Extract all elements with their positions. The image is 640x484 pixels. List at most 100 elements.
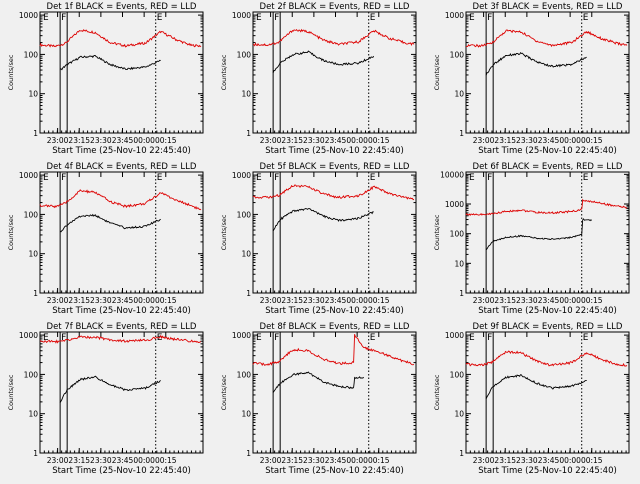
y-tick-label: 10000 — [440, 170, 464, 179]
y-tick-label: 10 — [454, 259, 464, 268]
x-tick-label: 00:15 — [155, 296, 177, 305]
panel-title: Det 6f BLACK = Events, RED = LLD — [473, 162, 623, 172]
x-tick-label: 23:45 — [538, 296, 560, 305]
flag-letter: F — [274, 333, 279, 343]
y-tick-label: 1000 — [445, 331, 464, 340]
y-axis-label: Counts/sec — [220, 374, 228, 410]
y-axis-label: Counts/sec — [7, 374, 15, 410]
x-tick-label: 00:00 — [559, 136, 581, 145]
flag-letter: F — [487, 173, 492, 183]
x-axis-label: Start Time (25-Nov-10 22:45:40) — [52, 146, 191, 156]
panel-title: Det 3f BLACK = Events, RED = LLD — [473, 2, 623, 12]
panel-title: Det 5f BLACK = Events, RED = LLD — [260, 162, 410, 172]
y-tick-label: 10 — [28, 250, 38, 259]
x-axis-label: Start Time (25-Nov-10 22:45:40) — [265, 306, 404, 316]
plot-frame — [39, 331, 204, 454]
series-lld-line — [39, 334, 202, 344]
series-lld-line — [252, 28, 415, 47]
y-tick-label: 1 — [246, 129, 251, 138]
y-axis-label: Counts/sec — [7, 214, 15, 250]
y-tick-label: 1 — [33, 289, 38, 298]
y-tick-label: 100 — [450, 50, 465, 59]
x-tick-label: 23:45 — [325, 296, 347, 305]
x-tick-label: 23:00 — [47, 456, 69, 465]
x-tick-label: 23:15 — [68, 456, 90, 465]
y-tick-label: 1000 — [445, 11, 464, 20]
flag-letter: F — [61, 333, 66, 343]
series-events-line — [272, 50, 375, 74]
y-axis-label: Counts/sec — [220, 214, 228, 250]
x-tick-label: 23:15 — [281, 456, 303, 465]
plot-frame — [465, 171, 630, 294]
x-axis-label: Start Time (25-Nov-10 22:45:40) — [478, 466, 617, 476]
x-tick-label: 23:00 — [47, 296, 69, 305]
y-tick-label: 1 — [246, 289, 251, 298]
y-tick-label: 1000 — [232, 171, 251, 180]
x-axis-label: Start Time (25-Nov-10 22:45:40) — [265, 466, 404, 476]
x-tick-label: 00:15 — [155, 136, 177, 145]
y-tick-label: 1000 — [232, 331, 251, 340]
x-tick-label: 00:15 — [581, 136, 603, 145]
series-lld-line — [465, 198, 628, 216]
flag-letter: E — [583, 333, 589, 343]
x-tick-label: 23:30 — [90, 296, 112, 305]
x-tick-label: 23:00 — [260, 456, 282, 465]
plot-frame — [39, 11, 204, 134]
series-lld-line — [465, 350, 628, 367]
y-tick-label: 10 — [241, 90, 251, 99]
x-tick-label: 23:30 — [516, 296, 538, 305]
series-events-line — [272, 208, 374, 232]
x-tick-label: 00:15 — [368, 136, 390, 145]
y-tick-label: 1 — [459, 129, 464, 138]
x-tick-label: 00:15 — [368, 296, 390, 305]
y-tick-label: 1000 — [232, 11, 251, 20]
x-tick-label: 23:15 — [281, 296, 303, 305]
x-tick-label: 00:00 — [133, 456, 155, 465]
y-axis-label: Counts/sec — [433, 374, 441, 410]
x-tick-label: 23:15 — [68, 296, 90, 305]
x-tick-label: 00:00 — [346, 136, 368, 145]
flag-letter: F — [61, 173, 66, 183]
y-tick-label: 1000 — [19, 331, 38, 340]
x-axis-label: Start Time (25-Nov-10 22:45:40) — [478, 146, 617, 156]
panel-title: Det 9f BLACK = Events, RED = LLD — [473, 322, 623, 332]
y-tick-label: 10 — [454, 410, 464, 419]
x-tick-label: 00:00 — [133, 296, 155, 305]
panel-2: Det 2f BLACK = Events, RED = LLD 1 10 100 10… — [220, 2, 417, 156]
flag-letter: E — [256, 13, 262, 23]
y-tick-label: 100 — [24, 210, 39, 219]
y-tick-label: 1000 — [445, 200, 464, 209]
y-tick-label: 10 — [28, 410, 38, 419]
y-tick-label: 10 — [241, 410, 251, 419]
x-tick-label: 23:15 — [494, 296, 516, 305]
panel-3: Det 3f BLACK = Events, RED = LLD 1 10 100 10… — [433, 2, 630, 156]
panel-9: Det 9f BLACK = Events, RED = LLD 1 10 100 10… — [433, 322, 630, 476]
x-tick-label: 23:00 — [473, 456, 495, 465]
flag-letter: E — [157, 13, 163, 23]
series-events-line — [485, 51, 587, 76]
y-axis-label: Counts/sec — [433, 54, 441, 90]
flag-letter: E — [370, 333, 376, 343]
x-tick-label: 23:45 — [112, 136, 134, 145]
flag-letter: F — [274, 173, 279, 183]
y-tick-label: 1 — [33, 449, 38, 458]
y-tick-label: 10 — [28, 90, 38, 99]
y-tick-label: 100 — [237, 50, 252, 59]
series-lld-line — [466, 29, 628, 48]
x-tick-label: 00:15 — [581, 456, 603, 465]
x-tick-label: 23:30 — [303, 296, 325, 305]
x-tick-label: 23:00 — [260, 136, 282, 145]
series-events-line — [59, 375, 161, 403]
x-tick-label: 23:15 — [281, 136, 303, 145]
y-tick-label: 1000 — [19, 11, 38, 20]
y-tick-label: 1 — [459, 289, 464, 298]
y-tick-label: 1000 — [19, 171, 38, 180]
x-tick-label: 23:45 — [325, 456, 347, 465]
x-tick-label: 00:00 — [133, 136, 155, 145]
series-events-line — [59, 55, 161, 71]
x-tick-label: 00:15 — [368, 456, 390, 465]
panel-8: Det 8f BLACK = Events, RED = LLD 1 10 100 10… — [220, 322, 417, 476]
plot-frame — [252, 171, 417, 294]
flag-letter: E — [43, 173, 49, 183]
